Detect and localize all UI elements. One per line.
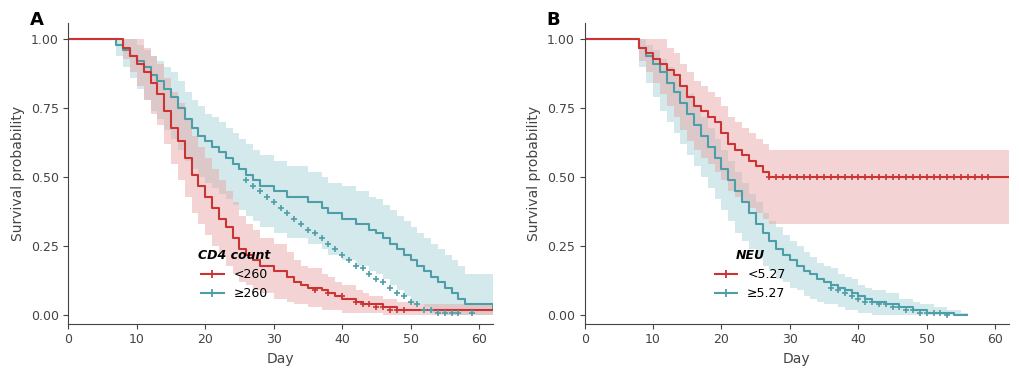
Legend: <5.27, ≥5.27: <5.27, ≥5.27: [709, 244, 790, 305]
Y-axis label: Survival probability: Survival probability: [527, 106, 541, 241]
Text: A: A: [31, 11, 44, 29]
Y-axis label: Survival probability: Survival probability: [11, 106, 25, 241]
Text: B: B: [546, 11, 559, 29]
X-axis label: Day: Day: [266, 352, 294, 366]
Legend: <260, ≥260: <260, ≥260: [194, 244, 275, 305]
X-axis label: Day: Day: [783, 352, 810, 366]
